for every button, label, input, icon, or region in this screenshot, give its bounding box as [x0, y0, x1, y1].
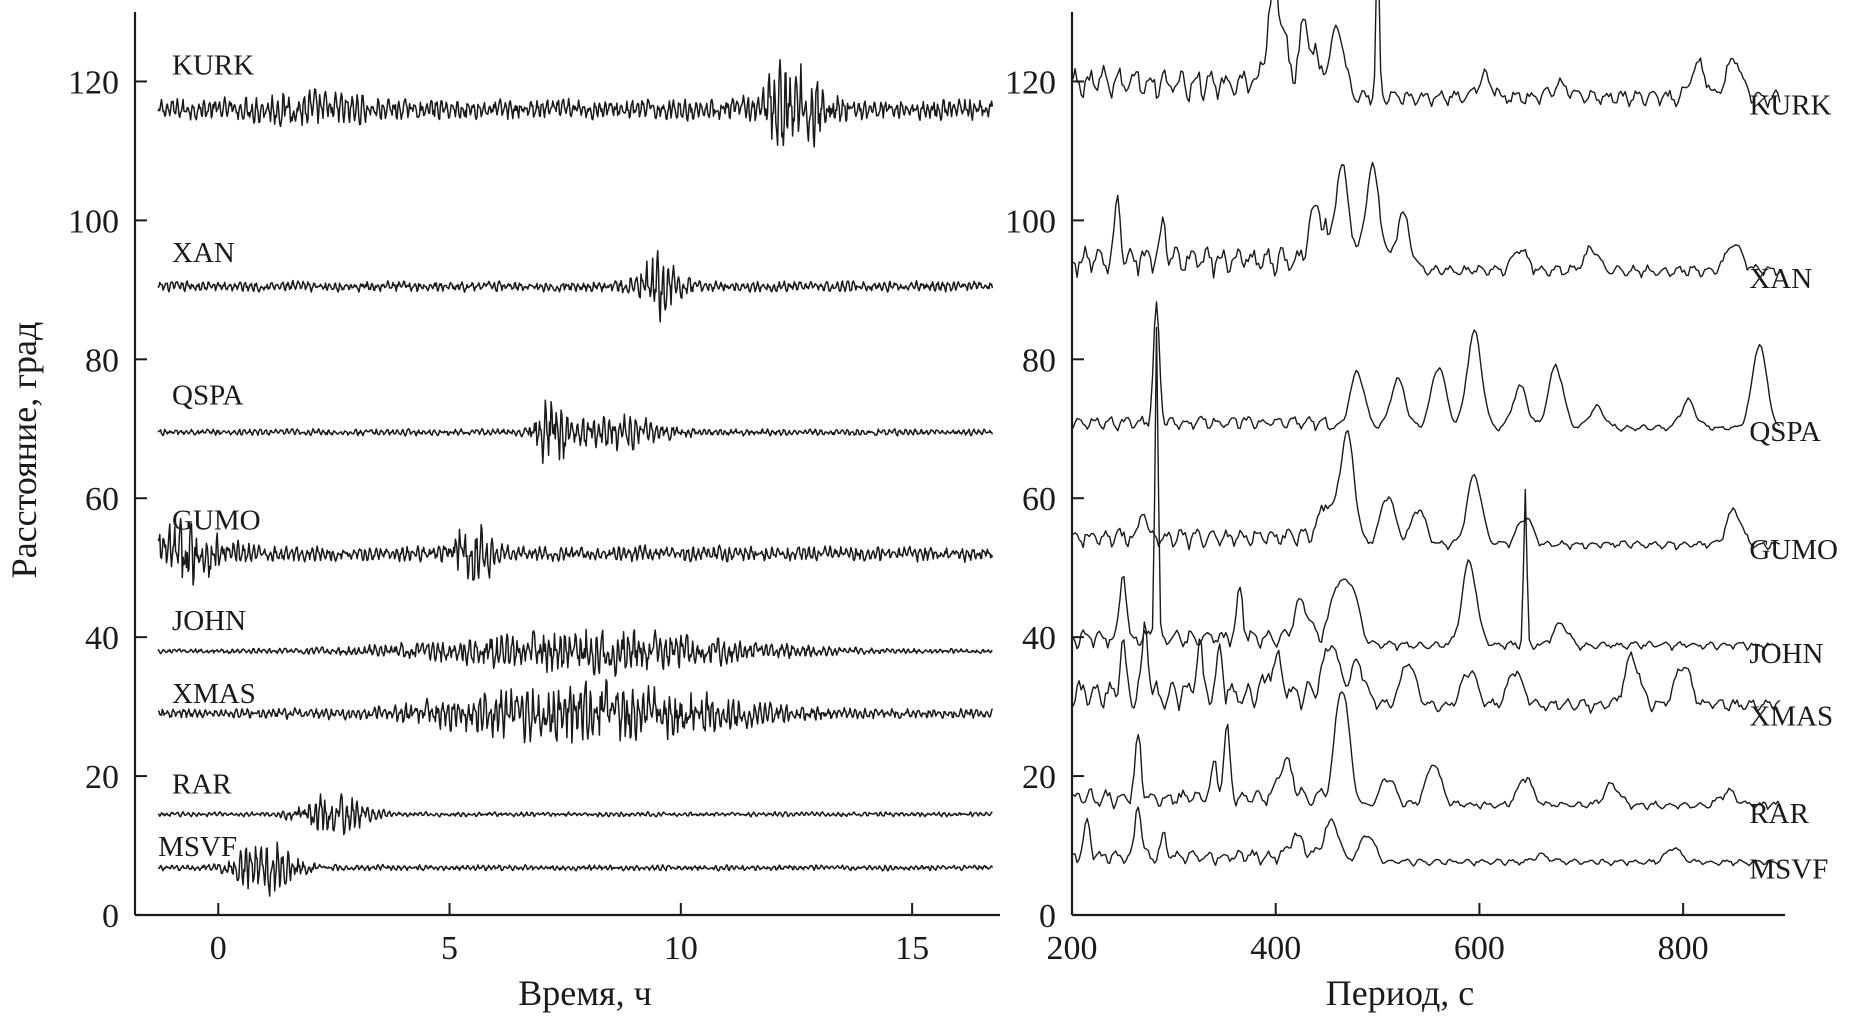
seismogram-trace-gumo	[157, 517, 994, 586]
y-tick-label: 120	[1005, 64, 1056, 101]
left-traces: KURK XAN QSPA GUMO JOHN XMAS RAR MSVF	[157, 50, 994, 897]
spectrum-label-john: JOHN	[1749, 638, 1823, 670]
seismogram-trace-xmas	[157, 679, 994, 744]
x-tick-label: 15	[895, 930, 929, 967]
y-tick-label: 40	[85, 620, 119, 657]
y-tick-label: 100	[1005, 203, 1056, 240]
seismogram-trace-kurk	[157, 58, 994, 148]
y-tick-label: 60	[1022, 481, 1056, 518]
station-label-xan: XAN	[172, 237, 235, 269]
x-tick-label: 0	[210, 930, 227, 967]
right-axes: 0 20 40 60 80 100 120 200 400 600 800	[1005, 12, 1785, 967]
x-tick-label: 600	[1454, 930, 1505, 967]
y-tick-label: 100	[68, 203, 119, 240]
station-label-john: JOHN	[172, 605, 246, 637]
y-tick-label: 20	[1022, 759, 1056, 796]
spectrum-label-qspa: QSPA	[1749, 416, 1821, 448]
left-y-axis-title: Расстояние, град	[4, 322, 44, 579]
station-label-qspa: QSPA	[172, 379, 244, 411]
seismogram-trace-qspa	[157, 399, 994, 465]
x-tick-label: 400	[1250, 930, 1301, 967]
spectrum-trace-xan	[1072, 161, 1781, 279]
left-axes: 0 20 40 60 80 100 120 0 5 10 15	[68, 12, 1000, 967]
spectrum-label-gumo: GUMO	[1749, 534, 1838, 566]
spectrum-label-rar: RAR	[1749, 798, 1809, 830]
y-tick-label: 60	[85, 481, 119, 518]
station-label-msvf: MSVF	[158, 831, 237, 863]
left-panel-seismograms: Расстояние, град Время, ч 02040608010012…	[4, 12, 1000, 1013]
right-panel-spectra: Период, с 0 20 40 60 80 100 120 200 400 600 800 KU…	[1005, 0, 1838, 1013]
y-tick-label: 20	[85, 759, 119, 796]
x-tick-label: 200	[1047, 930, 1098, 967]
x-tick-label: 10	[664, 930, 698, 967]
spectrum-trace-qspa	[1072, 301, 1781, 432]
station-label-gumo: GUMO	[172, 504, 261, 536]
station-label-rar: RAR	[172, 768, 232, 800]
y-tick-label: 80	[1022, 342, 1056, 379]
seismogram-trace-rar	[157, 793, 993, 836]
spectrum-label-kurk: KURK	[1749, 89, 1831, 121]
right-x-axis-title: Период, с	[1326, 973, 1475, 1013]
y-tick-label: 0	[1039, 898, 1056, 935]
spectrum-trace-msvf	[1072, 806, 1781, 867]
spectrum-label-msvf: MSVF	[1749, 853, 1828, 885]
spectrum-label-xmas: XMAS	[1749, 701, 1833, 733]
seismogram-trace-xan	[157, 249, 994, 323]
spectrum-trace-rar	[1072, 691, 1781, 811]
y-tick-label: 0	[102, 898, 119, 935]
y-tick-label: 40	[1022, 620, 1056, 657]
right-traces: KURK XAN QSPA GUMO JOHN XMAS RAR MSVF	[1072, 0, 1838, 885]
spectrum-trace-john	[1072, 326, 1780, 652]
spectrum-label-xan: XAN	[1749, 263, 1812, 295]
y-tick-label: 120	[68, 64, 119, 101]
seismogram-trace-msvf	[157, 841, 994, 897]
station-label-xmas: XMAS	[172, 678, 256, 710]
x-tick-label: 800	[1658, 930, 1709, 967]
x-tick-label: 5	[441, 930, 458, 967]
station-label-kurk: KURK	[172, 50, 254, 82]
seismogram-trace-john	[157, 628, 993, 677]
spectrum-trace-kurk	[1072, 0, 1781, 109]
left-x-axis-title: Время, ч	[518, 973, 651, 1013]
spectrum-trace-gumo	[1072, 430, 1781, 551]
spectrum-trace-xmas	[1072, 621, 1781, 714]
y-tick-label: 80	[85, 342, 119, 379]
